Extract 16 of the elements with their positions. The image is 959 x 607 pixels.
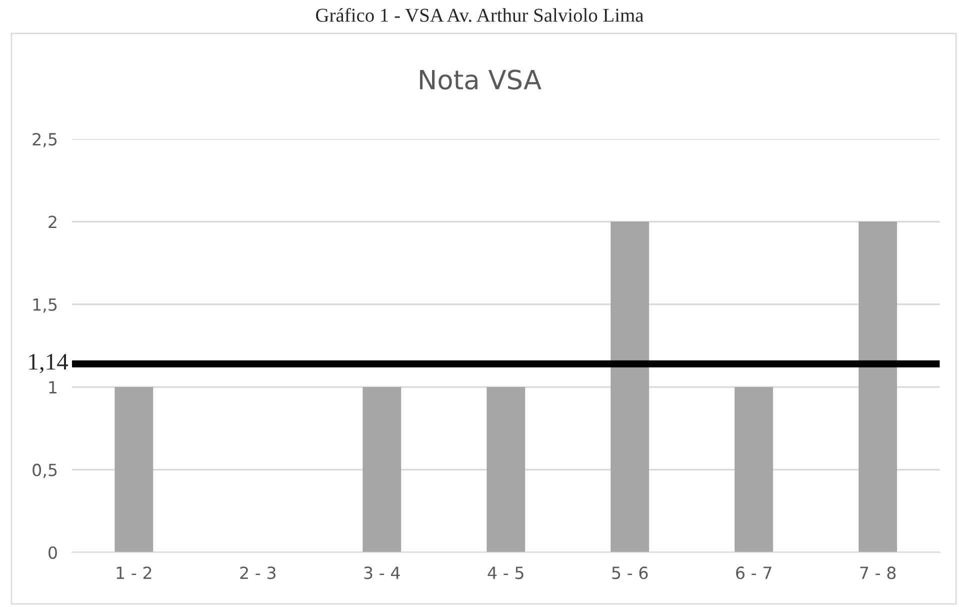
x-tick-label: 4 - 5 — [488, 566, 524, 580]
x-tick-label: 7 - 8 — [860, 566, 896, 580]
x-tick-label: 2 - 3 — [240, 566, 276, 580]
ref-line-label: 1,14 — [29, 354, 68, 374]
y-tick-label: 1 — [49, 381, 56, 394]
chart-subtitle: Nota VSA — [420, 70, 542, 90]
y-tick-label: 2,5 — [32, 132, 57, 148]
x-tick-label: 1 - 2 — [116, 566, 152, 579]
x-tick-label: 6 - 7 — [736, 566, 772, 580]
y-tick-label: 0,5 — [32, 464, 57, 478]
x-tick-label: 5 - 6 — [612, 566, 648, 580]
y-tick-label: 1,5 — [33, 298, 57, 313]
x-tick-label: 3 - 4 — [364, 566, 400, 580]
y-tick-label: 2 — [48, 216, 56, 228]
chart-title: Gráfico 1 - VSA Av. Arthur Salviolo Lima — [316, 8, 644, 22]
y-tick-label: 0 — [48, 546, 57, 559]
